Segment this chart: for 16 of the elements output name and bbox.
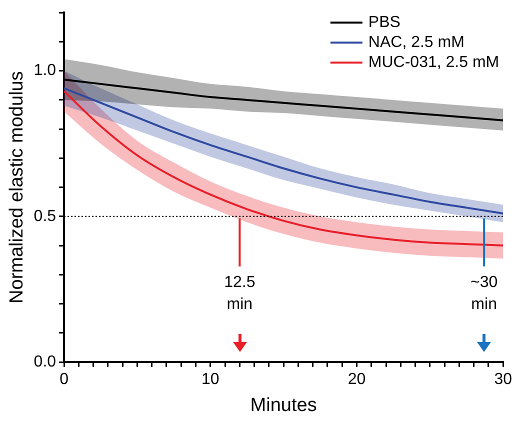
y-axis-title: Normalized elastic modulus bbox=[6, 71, 28, 304]
line-series bbox=[64, 90, 504, 247]
line-series bbox=[64, 87, 504, 215]
y-tick-label: 1.0 bbox=[34, 62, 56, 80]
annotation: 12.5 min bbox=[224, 274, 256, 313]
annotation: ~30 min bbox=[470, 274, 498, 313]
legend-label: PBS bbox=[368, 14, 400, 32]
x-axis-title: Minutes bbox=[250, 394, 317, 416]
legend-label: NAC, 2.5 mM bbox=[368, 34, 464, 52]
x-tick-label: 30 bbox=[494, 371, 512, 388]
y-tick-label: 0.5 bbox=[34, 208, 56, 225]
x-tick-label: 0 bbox=[60, 371, 69, 388]
x-tick-label: 10 bbox=[201, 371, 220, 388]
y-tick-label: 0.0 bbox=[34, 353, 56, 370]
x-tick-label: 20 bbox=[348, 371, 366, 388]
legend-label: MUC-031, 2.5 mM bbox=[368, 54, 500, 72]
